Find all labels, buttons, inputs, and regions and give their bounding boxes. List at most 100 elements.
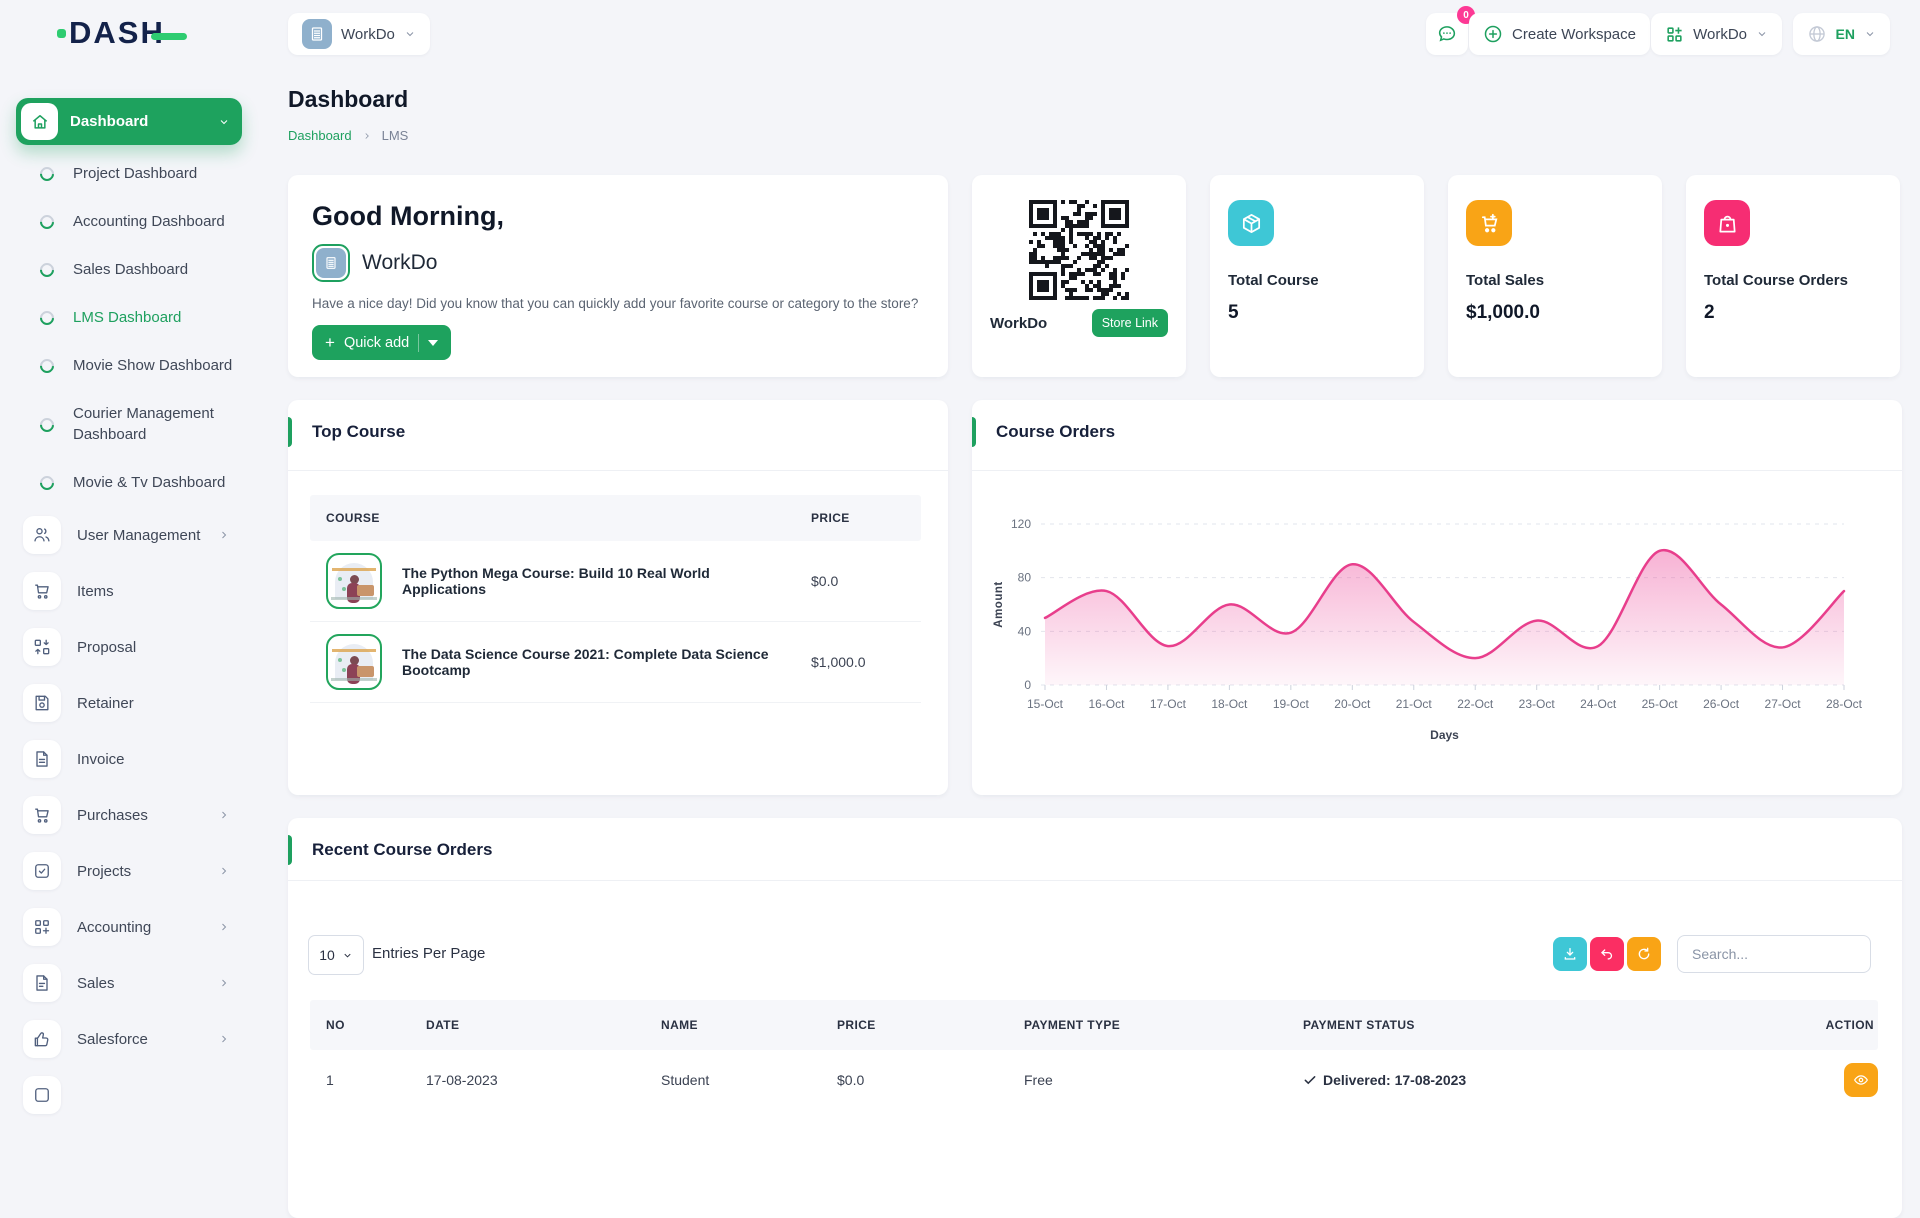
svg-text:Amount: Amount <box>993 581 1005 627</box>
file-icon <box>23 964 61 1002</box>
cart-icon <box>23 572 61 610</box>
app-logo[interactable]: DASH <box>57 15 187 50</box>
quick-add-button[interactable]: + Quick add <box>312 325 452 360</box>
sidebar-item-accounting-dashboard[interactable]: Accounting Dashboard <box>16 198 242 246</box>
svg-text:0: 0 <box>1024 678 1031 692</box>
language-menu[interactable]: EN <box>1792 13 1890 55</box>
svg-text:18-Oct: 18-Oct <box>1211 697 1248 711</box>
svg-text:22-Oct: 22-Oct <box>1457 697 1494 711</box>
breadcrumb: Dashboard LMS <box>288 128 408 143</box>
sidebar-item-items[interactable]: Items <box>16 563 242 619</box>
account-menu[interactable]: WorkDo <box>1651 13 1782 55</box>
eye-icon <box>1853 1075 1869 1085</box>
course-orders-title: Course Orders <box>996 422 1116 441</box>
view-order-button[interactable] <box>1844 1063 1878 1097</box>
bullet-icon <box>37 164 57 184</box>
sidebar-item-proposal[interactable]: Proposal <box>16 619 242 675</box>
top-course-card: Top Course COURSE PRICE The Python Mega … <box>288 400 948 795</box>
sidebar-item-movie-show-dashboard[interactable]: Movie Show Dashboard <box>16 342 242 390</box>
sidebar-item-courier-management-dashboard[interactable]: Courier Management Dashboard <box>16 390 242 459</box>
language-label: EN <box>1835 26 1855 42</box>
stat-value: 5 <box>1228 302 1239 323</box>
svg-text:21-Oct: 21-Oct <box>1396 697 1433 711</box>
search-input[interactable] <box>1677 935 1871 973</box>
grid-plus-icon <box>23 908 61 946</box>
svg-text:15-Oct: 15-Oct <box>1027 697 1064 711</box>
main-content: Dashboard Dashboard LMS Good Morning, Wo… <box>288 86 1902 1218</box>
cart-icon <box>23 796 61 834</box>
table-row: The Data Science Course 2021: Complete D… <box>310 622 921 703</box>
sidebar-item-retainer[interactable]: Retainer <box>16 675 242 731</box>
sidebar-item-project-dashboard[interactable]: Project Dashboard <box>16 150 242 198</box>
svg-text:80: 80 <box>1018 571 1032 585</box>
undo-button[interactable] <box>1590 937 1624 971</box>
sidebar-item-movie-tv-dashboard[interactable]: Movie & Tv Dashboard <box>16 459 242 507</box>
dashboard-submenu: Project Dashboard Accounting Dashboard S… <box>16 150 242 507</box>
sidebar-item-sales-dashboard[interactable]: Sales Dashboard <box>16 246 242 294</box>
sidebar-item-salesforce[interactable]: Salesforce <box>16 1011 242 1067</box>
workspace-label: WorkDo <box>341 25 395 43</box>
download-button[interactable] <box>1553 937 1587 971</box>
cart-plus-icon <box>1466 200 1512 246</box>
workspace-switcher[interactable]: WorkDo <box>288 13 430 55</box>
svg-text:25-Oct: 25-Oct <box>1642 697 1679 711</box>
sidebar-item-partial[interactable] <box>16 1067 242 1123</box>
stat-label: Total Course Orders <box>1704 272 1848 289</box>
account-label: WorkDo <box>1693 25 1747 43</box>
stat-label: Total Course <box>1228 272 1319 289</box>
sidebar-item-lms-dashboard[interactable]: LMS Dashboard <box>16 294 242 342</box>
greeting-message: Have a nice day! Did you know that you c… <box>312 296 919 311</box>
table-row: The Python Mega Course: Build 10 Real Wo… <box>310 541 921 622</box>
sidebar-item-accounting[interactable]: Accounting <box>16 899 242 955</box>
sidebar: Dashboard Project Dashboard Accounting D… <box>16 98 242 1123</box>
greeting-title: Good Morning, <box>312 201 504 231</box>
bullet-icon <box>37 414 57 435</box>
sidebar-item-projects[interactable]: Projects <box>16 843 242 899</box>
sidebar-item-dashboard[interactable]: Dashboard <box>16 98 242 145</box>
course-thumbnail <box>326 553 382 609</box>
order-price: $0.0 <box>837 1072 865 1088</box>
download-icon <box>1564 948 1576 960</box>
chevron-down-icon <box>344 953 351 958</box>
breadcrumb-dashboard[interactable]: Dashboard <box>288 128 352 143</box>
svg-text:28-Oct: 28-Oct <box>1826 697 1863 711</box>
sidebar-menu: User Management Items Proposal Retainer … <box>16 507 242 1123</box>
chevron-right-icon <box>222 1035 227 1043</box>
sidebar-item-sales[interactable]: Sales <box>16 955 242 1011</box>
save-icon <box>23 684 61 722</box>
messages-button[interactable]: 0 <box>1426 6 1475 55</box>
sidebar-item-user-management[interactable]: User Management <box>16 507 242 563</box>
workspace-avatar <box>312 244 350 282</box>
chevron-down-icon <box>406 32 414 37</box>
svg-text:26-Oct: 26-Oct <box>1703 697 1740 711</box>
sidebar-item-purchases[interactable]: Purchases <box>16 787 242 843</box>
svg-text:23-Oct: 23-Oct <box>1519 697 1556 711</box>
package-icon <box>1228 200 1274 246</box>
logo-dash-bar <box>150 32 187 40</box>
divider <box>972 470 1902 471</box>
refresh-button[interactable] <box>1627 937 1661 971</box>
button-divider <box>418 333 420 352</box>
logo-dot <box>57 28 66 38</box>
svg-text:27-Oct: 27-Oct <box>1765 697 1802 711</box>
entries-per-page-select[interactable]: 10 <box>308 935 364 975</box>
recent-course-orders-card: Recent Course Orders 10 Entries Per Page… <box>288 818 1902 1218</box>
caret-down-icon[interactable] <box>428 339 439 346</box>
chevron-right-icon <box>222 531 227 539</box>
undo-icon <box>1601 949 1613 960</box>
divider <box>288 880 1902 881</box>
store-link-button[interactable]: Store Link <box>1091 309 1168 337</box>
sidebar-item-invoice[interactable]: Invoice <box>16 731 242 787</box>
stat-card-total-course-orders: Total Course Orders 2 <box>1686 175 1900 377</box>
chevron-down-icon <box>1758 32 1766 37</box>
plus-icon: + <box>325 333 335 352</box>
sidebar-dashboard-label: Dashboard <box>70 113 149 130</box>
invoice-icon <box>23 740 61 778</box>
svg-text:Days: Days <box>1430 728 1459 742</box>
course-price: $0.0 <box>811 573 839 589</box>
order-name: Student <box>661 1072 710 1088</box>
thumbs-up-icon <box>23 1020 61 1058</box>
create-workspace-button[interactable]: Create Workspace <box>1469 13 1650 55</box>
order-no: 1 <box>326 1072 334 1088</box>
svg-text:17-Oct: 17-Oct <box>1150 697 1187 711</box>
